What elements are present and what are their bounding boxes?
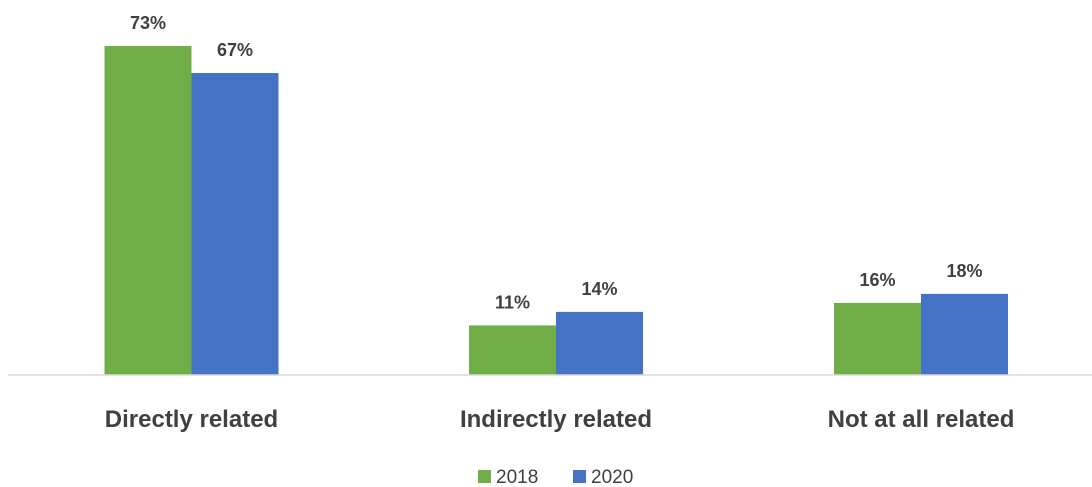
bar-indirectly-related-2018 (469, 325, 556, 375)
data-label-directly-related-2018: 73% (130, 13, 166, 33)
category-labels-layer: Directly related Indirectly related Not at… (105, 406, 1015, 433)
legend: 2018 2020 (478, 467, 633, 487)
data-label-not-at-all-related-2020: 18% (946, 261, 982, 281)
category-label: Directly related (105, 406, 278, 433)
legend-label-2018: 2018 (496, 467, 538, 487)
data-label-not-at-all-related-2018: 16% (859, 270, 895, 290)
legend-swatch-2020 (573, 470, 586, 483)
category-label: Not at all related (828, 406, 1015, 433)
data-label-directly-related-2020: 67% (217, 40, 253, 60)
bars-layer (104, 46, 1008, 375)
bar-not-at-all-related-2018 (834, 302, 921, 375)
category-label: Indirectly related (460, 406, 652, 433)
bar-not-at-all-related-2020 (921, 293, 1008, 375)
legend-label-2020: 2020 (591, 467, 633, 487)
bar-directly-related-2018 (104, 46, 192, 375)
data-label-indirectly-related-2020: 14% (581, 279, 617, 299)
bar-directly-related-2020 (191, 73, 279, 375)
legend-swatch-2018 (478, 470, 491, 483)
data-label-indirectly-related-2018: 11% (495, 292, 530, 312)
data-labels-layer: 73% 67% 11% 14% 16% 18% (130, 13, 983, 312)
bar-indirectly-related-2020 (556, 311, 643, 375)
